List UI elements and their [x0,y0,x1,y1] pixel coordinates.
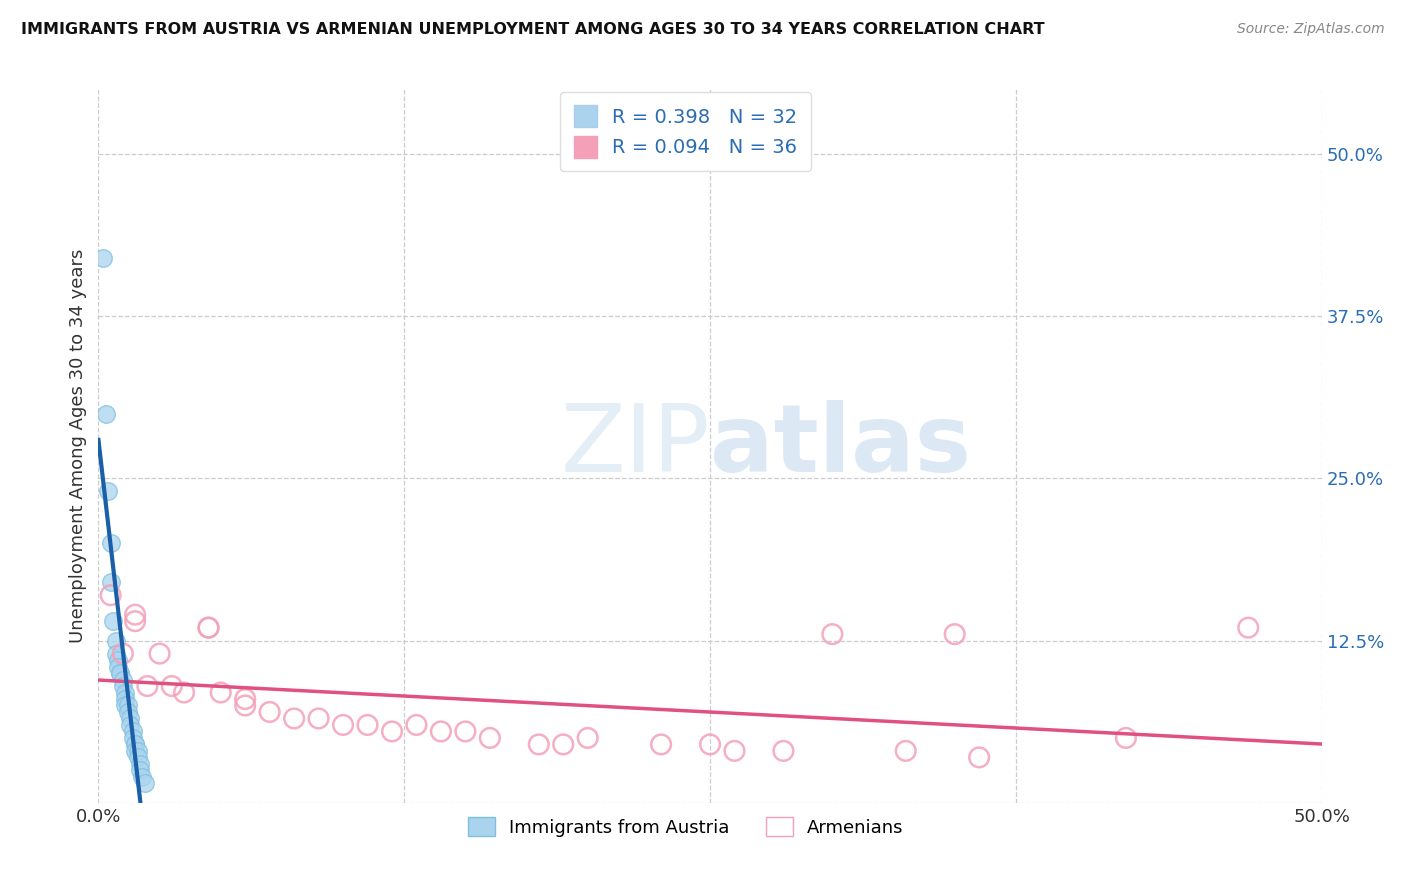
Point [111,647,134,661]
Point [117,698,139,713]
Point [332,718,354,732]
Point [173,685,195,699]
Point [121,724,143,739]
Point [821,627,844,641]
Point [527,738,550,752]
Text: IMMIGRANTS FROM AUSTRIA VS ARMENIAN UNEMPLOYMENT AMONG AGES 30 TO 34 YEARS CORRE: IMMIGRANTS FROM AUSTRIA VS ARMENIAN UNEM… [21,22,1045,37]
Point [101,614,124,628]
Point [405,718,427,732]
Point [120,718,142,732]
Point [553,738,575,752]
Point [114,698,136,713]
Point [100,588,122,602]
Point [134,776,156,790]
Point [1237,621,1260,635]
Text: atlas: atlas [710,400,972,492]
Point [120,711,142,725]
Point [894,744,917,758]
Point [100,575,122,590]
Point [308,711,330,725]
Point [209,685,232,699]
Point [576,731,599,745]
Point [478,731,501,745]
Point [197,621,219,635]
Point [149,647,172,661]
Point [772,744,794,758]
Point [233,698,256,713]
Point [131,770,153,784]
Point [127,744,149,758]
Text: Source: ZipAtlas.com: Source: ZipAtlas.com [1237,22,1385,37]
Point [124,607,146,622]
Point [114,692,136,706]
Point [430,724,453,739]
Point [100,536,122,550]
Point [233,692,256,706]
Point [111,679,134,693]
Point [967,750,990,764]
Point [650,738,672,752]
Point [124,738,146,752]
Point [117,705,139,719]
Point [197,621,219,635]
Point [1115,731,1137,745]
Text: ZIP: ZIP [561,400,710,492]
Point [127,750,149,764]
Point [699,738,721,752]
Point [259,705,281,719]
Point [97,484,120,499]
Point [111,673,134,687]
Point [943,627,966,641]
Y-axis label: Unemployment Among Ages 30 to 34 years: Unemployment Among Ages 30 to 34 years [69,249,87,643]
Point [160,679,183,693]
Point [283,711,305,725]
Point [104,647,127,661]
Point [107,653,129,667]
Legend: Immigrants from Austria, Armenians: Immigrants from Austria, Armenians [460,810,911,844]
Point [124,738,146,752]
Point [381,724,404,739]
Point [356,718,378,732]
Point [124,744,146,758]
Point [104,633,127,648]
Point [124,614,146,628]
Point [121,731,143,745]
Point [107,659,129,673]
Point [129,764,152,778]
Point [723,744,745,758]
Point [129,756,152,771]
Point [91,251,114,265]
Point [94,407,117,421]
Point [114,685,136,699]
Point [454,724,477,739]
Point [110,666,132,681]
Point [110,666,132,681]
Point [136,679,159,693]
